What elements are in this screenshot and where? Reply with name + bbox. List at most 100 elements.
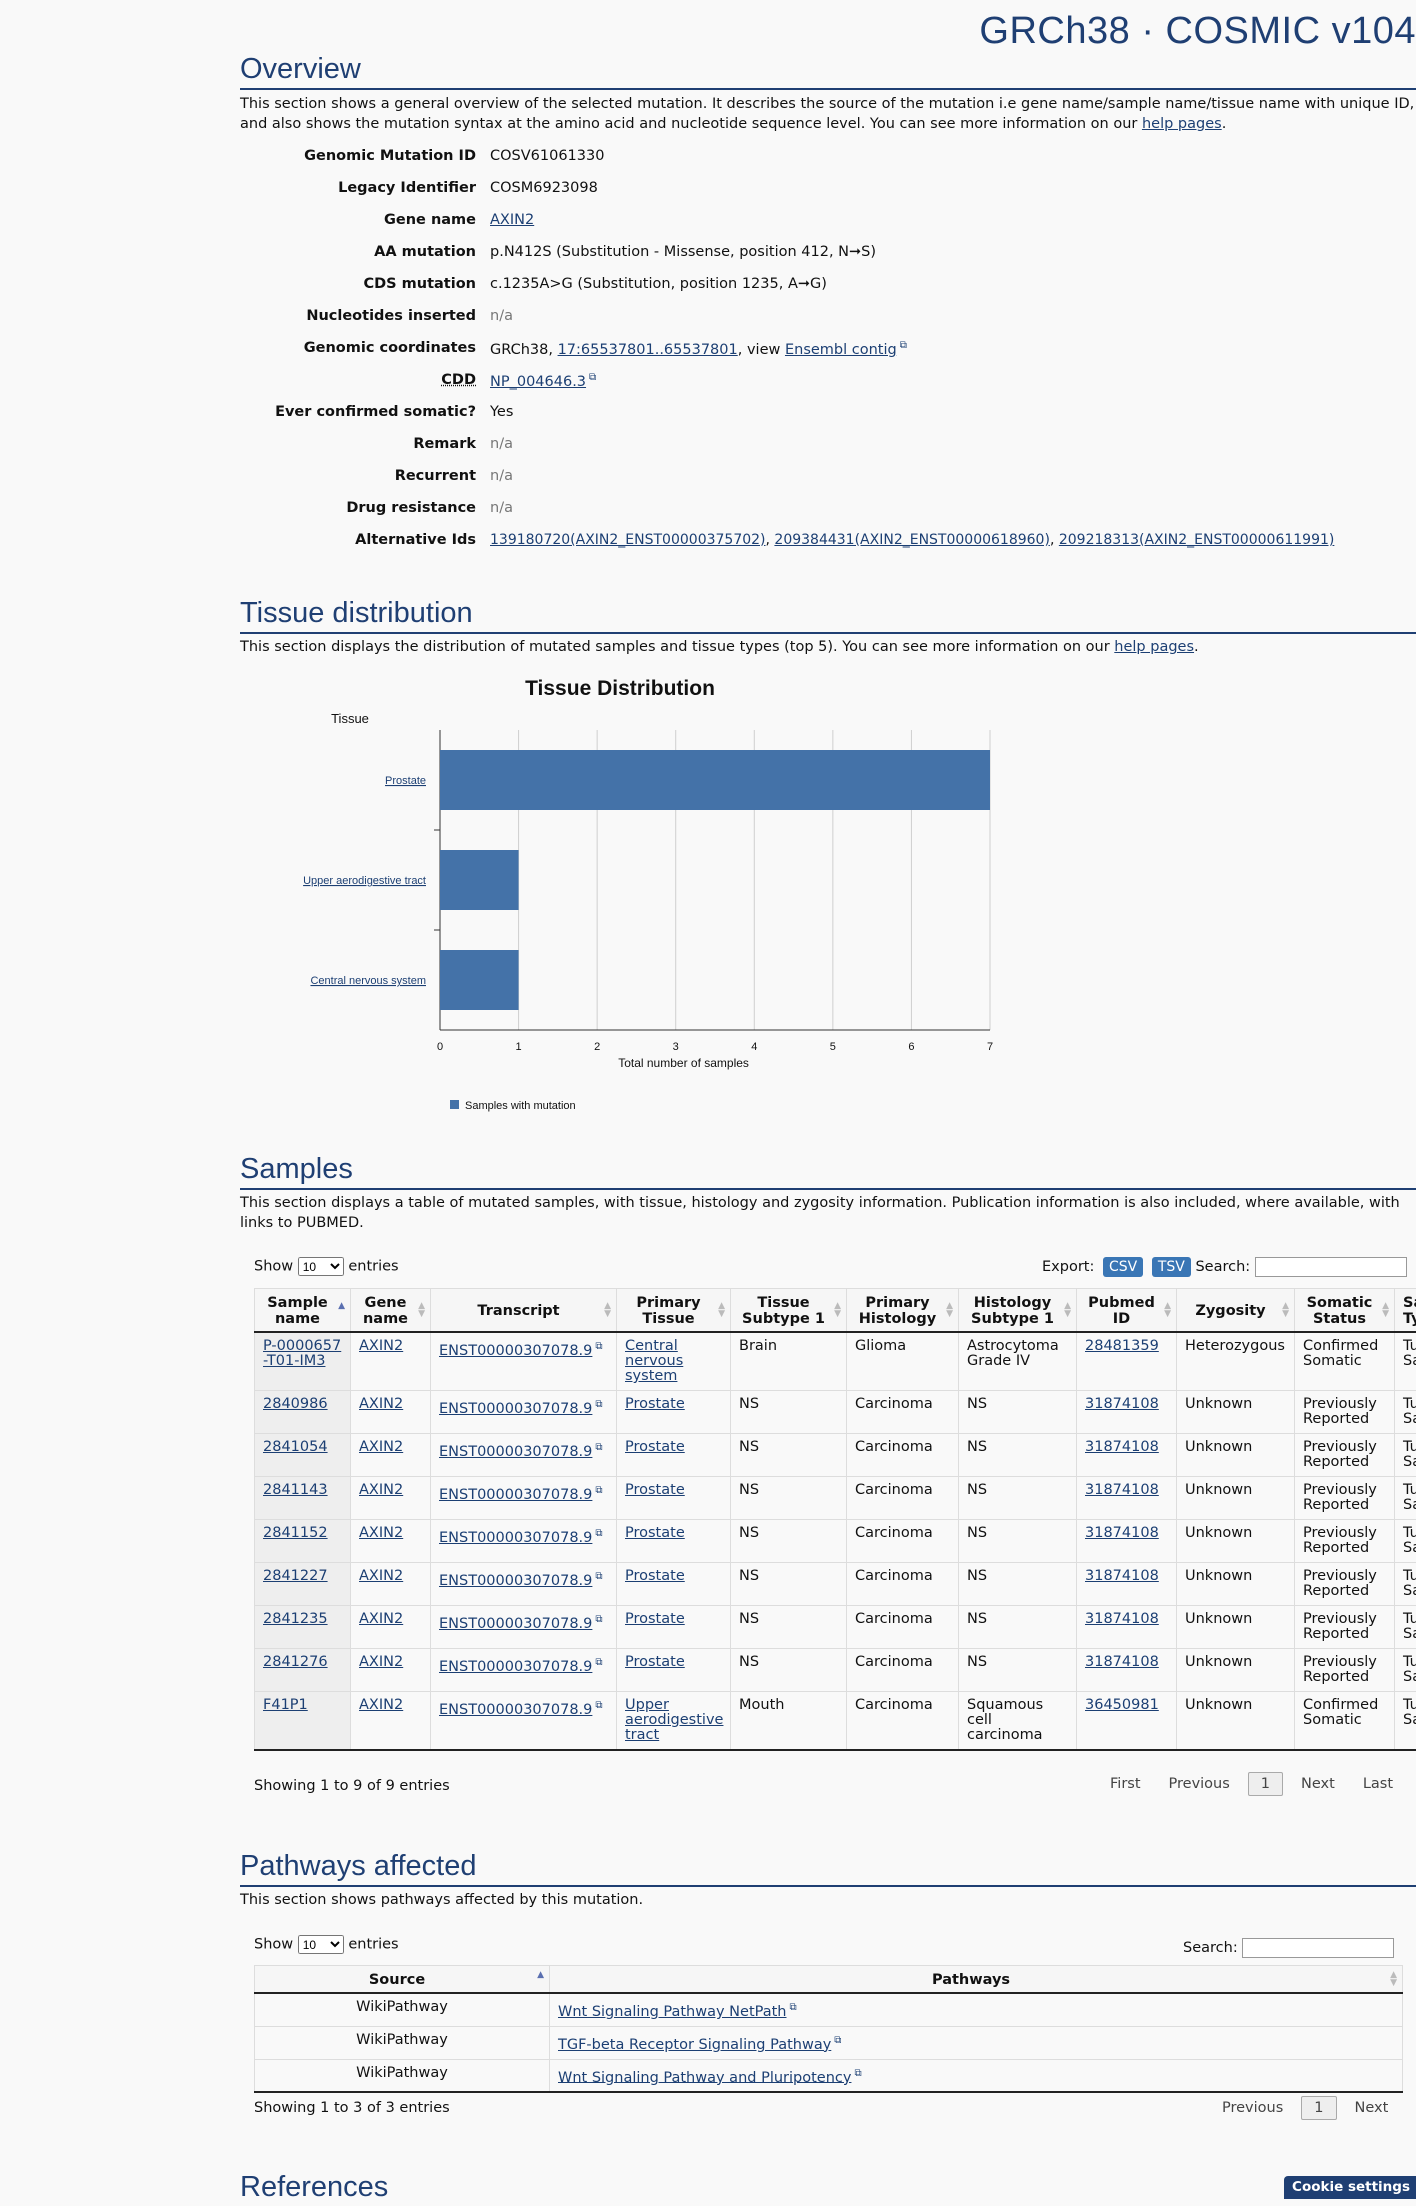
ov-value: n/a [490, 308, 513, 324]
primary-tissue-link[interactable]: Upper aerodigestive tract [625, 1697, 723, 1743]
sample-name-link[interactable]: 2840986 [263, 1396, 328, 1412]
primary-tissue-link[interactable]: Prostate [625, 1396, 685, 1412]
col-label: Primary Histology [859, 1295, 936, 1327]
gene-name-link[interactable]: AXIN2 [359, 1697, 403, 1713]
col-sample-type[interactable]: Sample Type▲▼ [1395, 1289, 1416, 1333]
pager-page-1[interactable]: 1 [1301, 2096, 1336, 2120]
gene-name-link[interactable]: AXIN2 [359, 1568, 403, 1584]
tissue-help-link[interactable]: help pages [1114, 639, 1194, 655]
pager-next[interactable]: Next [1301, 1776, 1335, 1792]
gene-name-link[interactable]: AXIN2 [359, 1439, 403, 1455]
primary-tissue-link[interactable]: Central nervous system [625, 1338, 683, 1384]
samples-page-size-select[interactable]: 10 [298, 1257, 344, 1276]
zygosity-value: Unknown [1185, 1396, 1252, 1412]
transcript-link[interactable]: ENST00000307078.9 [439, 1616, 592, 1632]
sample-name-link[interactable]: 2841143 [263, 1482, 328, 1498]
col-pubmed-id[interactable]: Pubmed ID▲▼ [1077, 1289, 1177, 1333]
external-link-icon: ⧉ [595, 1614, 602, 1625]
col-sample-name[interactable]: Sample name▲ [255, 1289, 351, 1333]
pubmed-link[interactable]: 31874108 [1085, 1525, 1159, 1541]
alternative-id-link[interactable]: 139180720(AXIN2_ENST00000375702) [490, 532, 766, 548]
chart-category-label[interactable]: Prostate [385, 775, 426, 787]
pathway-link[interactable]: TGF-beta Receptor Signaling Pathway [558, 2037, 831, 2053]
col-zygosity[interactable]: Zygosity▲▼ [1177, 1289, 1295, 1333]
transcript-link[interactable]: ENST00000307078.9 [439, 1343, 592, 1359]
pathways-page-size-select[interactable]: 10 [298, 1935, 344, 1954]
pathways-search-input[interactable] [1242, 1938, 1394, 1958]
ensembl-contig-link[interactable]: Ensembl contig [785, 342, 897, 358]
primary-tissue-link[interactable]: Prostate [625, 1482, 685, 1498]
sample-name-link[interactable]: P-0000657-T01-IM3 [263, 1338, 341, 1369]
pubmed-link[interactable]: 36450981 [1085, 1697, 1159, 1713]
transcript-link[interactable]: ENST00000307078.9 [439, 1659, 592, 1675]
gene-name-link[interactable]: AXIN2 [359, 1654, 403, 1670]
gene-name-link[interactable]: AXIN2 [359, 1482, 403, 1498]
col-primary-histology[interactable]: Primary Histology▲▼ [847, 1289, 959, 1333]
sample-name-link[interactable]: 2841152 [263, 1525, 328, 1541]
cdd-link[interactable]: NP_004646.3 [490, 374, 586, 390]
chart-category-label[interactable]: Central nervous system [310, 975, 426, 987]
chart-x-tick-label: 5 [830, 1041, 836, 1053]
sample-name-link[interactable]: F41P1 [263, 1697, 308, 1713]
col-somatic-status[interactable]: Somatic Status▲▼ [1295, 1289, 1395, 1333]
gene-name-link[interactable]: AXIN2 [359, 1396, 403, 1412]
gene-name-link[interactable]: AXIN2 [359, 1525, 403, 1541]
chart-title: Tissue Distribution [525, 677, 715, 700]
pubmed-link[interactable]: 31874108 [1085, 1482, 1159, 1498]
transcript-link[interactable]: ENST00000307078.9 [439, 1401, 592, 1417]
sample-name-link[interactable]: 2841227 [263, 1568, 328, 1584]
samples-search-input[interactable] [1255, 1257, 1407, 1277]
transcript-link[interactable]: ENST00000307078.9 [439, 1530, 592, 1546]
sample-name-link[interactable]: 2841054 [263, 1439, 328, 1455]
overview-help-link[interactable]: help pages [1142, 116, 1222, 132]
primary-tissue-cell: Upper aerodigestive tract [617, 1692, 731, 1751]
primary-tissue-link[interactable]: Prostate [625, 1611, 685, 1627]
gene-name-link[interactable]: AXIN2 [359, 1338, 403, 1354]
export-csv-button[interactable]: CSV [1103, 1257, 1143, 1277]
alternative-id-link[interactable]: 209384431(AXIN2_ENST00000618960) [774, 532, 1050, 548]
primary-tissue-link[interactable]: Prostate [625, 1568, 685, 1584]
chart-category-label[interactable]: Upper aerodigestive tract [303, 875, 426, 887]
col-gene-name[interactable]: Gene name▲▼ [351, 1289, 431, 1333]
sample-name-link[interactable]: 2841276 [263, 1654, 328, 1670]
col-pathways[interactable]: Pathways▲▼ [550, 1966, 1403, 1994]
somatic-status-value: Previously Reported [1303, 1396, 1377, 1427]
export-tsv-button[interactable]: TSV [1152, 1257, 1191, 1277]
transcript-link[interactable]: ENST00000307078.9 [439, 1444, 592, 1460]
primary-histology-cell: Carcinoma [847, 1692, 959, 1751]
pathway-link[interactable]: Wnt Signaling Pathway NetPath [558, 2004, 787, 2020]
gene-name-link[interactable]: AXIN2 [490, 212, 534, 228]
pubmed-link[interactable]: 31874108 [1085, 1439, 1159, 1455]
pubmed-link[interactable]: 31874108 [1085, 1654, 1159, 1670]
cookie-settings-button[interactable]: Cookie settings [1284, 2176, 1416, 2199]
col-tissue-subtype-1[interactable]: Tissue Subtype 1▲▼ [731, 1289, 847, 1333]
pathway-link[interactable]: Wnt Signaling Pathway and Pluripotency [558, 2069, 851, 2085]
coordinates-link[interactable]: 17:65537801..65537801 [558, 342, 738, 358]
pager-last[interactable]: Last [1363, 1776, 1393, 1792]
pubmed-link[interactable]: 31874108 [1085, 1611, 1159, 1627]
pubmed-id-cell: 31874108 [1077, 1563, 1177, 1606]
sample-name-link[interactable]: 2841235 [263, 1611, 328, 1627]
pager-page-1[interactable]: 1 [1248, 1772, 1283, 1796]
pager-previous[interactable]: Previous [1222, 2100, 1283, 2116]
alternative-id-link[interactable]: 209218313(AXIN2_ENST00000611991) [1059, 532, 1335, 548]
pager-previous[interactable]: Previous [1169, 1776, 1230, 1792]
transcript-link[interactable]: ENST00000307078.9 [439, 1573, 592, 1589]
primary-tissue-link[interactable]: Prostate [625, 1525, 685, 1541]
primary-tissue-link[interactable]: Prostate [625, 1439, 685, 1455]
pubmed-link[interactable]: 31874108 [1085, 1396, 1159, 1412]
col-transcript[interactable]: Transcript▲▼ [431, 1289, 617, 1333]
pubmed-link[interactable]: 31874108 [1085, 1568, 1159, 1584]
col-primary-tissue[interactable]: Primary Tissue▲▼ [617, 1289, 731, 1333]
pager-next[interactable]: Next [1355, 2100, 1389, 2116]
pager-first[interactable]: First [1110, 1776, 1141, 1792]
primary-tissue-link[interactable]: Prostate [625, 1654, 685, 1670]
pubmed-link[interactable]: 28481359 [1085, 1338, 1159, 1354]
gene-name-link[interactable]: AXIN2 [359, 1611, 403, 1627]
col-histology-subtype-1[interactable]: Histology Subtype 1▲▼ [959, 1289, 1077, 1333]
transcript-link[interactable]: ENST00000307078.9 [439, 1702, 592, 1718]
transcript-link[interactable]: ENST00000307078.9 [439, 1487, 592, 1503]
col-source[interactable]: Source▲ [255, 1966, 550, 1994]
tissue-desc-text: This section displays the distribution o… [240, 639, 1114, 655]
